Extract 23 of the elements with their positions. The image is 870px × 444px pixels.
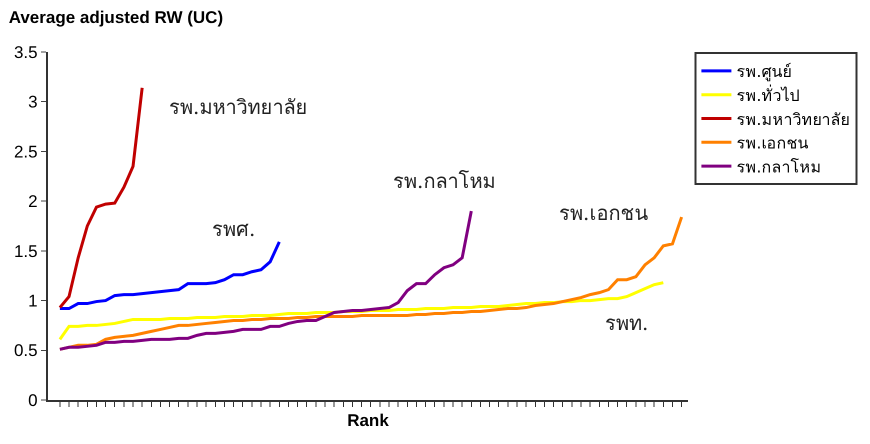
y-tick-label: 3 [28, 92, 38, 112]
legend-label: รพ.มหาวิทยาลัย [736, 110, 850, 129]
line-series [58, 210, 473, 351]
legend-label: รพ.เอกชน [736, 134, 808, 153]
annotation: รพ.เอกชน [559, 201, 648, 225]
y-tick-label: 1.5 [14, 242, 38, 261]
legend-label: รพ.ศูนย์ [736, 62, 792, 82]
annotation: รพ.กลาโหม [393, 169, 496, 193]
annotation: รพ.มหาวิทยาลัย [169, 95, 308, 119]
y-tick-label: 0 [28, 390, 38, 410]
legend-label: รพ.กลาโหม [736, 157, 822, 176]
line-series [58, 86, 144, 310]
y-tick-label: 3.5 [14, 42, 38, 62]
annotation: รพศ. [212, 217, 256, 241]
y-tick-label: 1 [28, 292, 38, 311]
legend-label: รพ.ทั่วไป [736, 84, 800, 105]
chart-title: Average adjusted RW (UC) [8, 8, 224, 27]
y-tick-label: 2 [28, 192, 38, 212]
y-tick-label: 0.5 [14, 341, 38, 360]
line-series [58, 240, 281, 310]
x-axis-title: Rank [347, 410, 390, 430]
y-tick-label: 2.5 [14, 142, 38, 162]
annotation: รพท. [605, 311, 648, 335]
